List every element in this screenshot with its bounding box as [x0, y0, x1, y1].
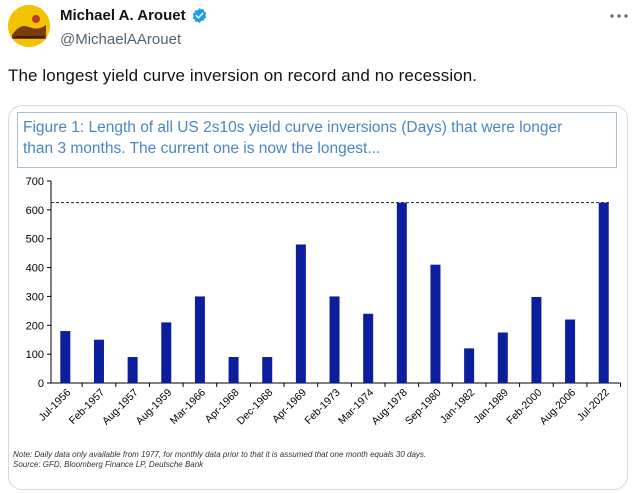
more-options-icon[interactable]: [609, 9, 629, 23]
y-tick-label: 0: [38, 378, 44, 390]
bar: [565, 319, 576, 383]
bar: [93, 339, 104, 383]
chart-note: Note: Daily data only available from 197…: [13, 450, 426, 470]
y-tick-label: 600: [26, 205, 44, 217]
x-tick-label: Jan-1982: [438, 387, 478, 427]
handle[interactable]: @MichaelAArouet: [60, 31, 182, 48]
bar: [396, 202, 407, 383]
bar: [228, 357, 239, 383]
y-tick-label: 100: [26, 349, 44, 361]
figure-title-line-1: Figure 1: Length of all US 2s10s yield c…: [23, 119, 563, 136]
x-tick-label: Dec-1968: [235, 387, 276, 428]
bar-chart: 0100200300400500600700Jul-1956Feb-1957Au…: [26, 176, 622, 428]
y-tick-label: 500: [26, 234, 44, 246]
bar: [127, 357, 138, 383]
bar: [60, 331, 71, 383]
name-line: Michael A. Arouet: [60, 7, 208, 24]
x-tick-label: Jul-2022: [575, 387, 612, 424]
bar: [295, 244, 306, 383]
y-tick-label: 700: [26, 176, 44, 188]
figure-title-line-2: than 3 months. The current one is now th…: [23, 140, 381, 157]
y-tick-label: 200: [26, 320, 44, 332]
y-tick-label: 300: [26, 291, 44, 303]
avatar[interactable]: [8, 5, 50, 47]
verified-badge-icon: [192, 8, 206, 23]
x-tick-label: Sep-1980: [403, 387, 444, 428]
x-tick-label: Feb-1973: [302, 387, 342, 427]
chart-source-line: Source: GFD, Bloomberg Finance LP, Deuts…: [13, 460, 204, 469]
x-tick-label: Aug-2006: [538, 387, 579, 428]
chart-note-line-1: Note: Daily data only available from 197…: [13, 450, 427, 459]
bar: [262, 357, 273, 383]
bar: [363, 313, 374, 383]
bar: [329, 296, 340, 383]
bar: [598, 202, 609, 383]
bar: [194, 296, 205, 383]
bar: [161, 322, 172, 383]
y-tick-label: 400: [26, 263, 44, 275]
tweet-media-image[interactable]: Figure 1: Length of all US 2s10s yield c…: [8, 105, 628, 490]
bar: [497, 332, 508, 383]
x-tick-label: Aug-1959: [134, 387, 175, 428]
bar: [531, 297, 542, 383]
tweet-header: Michael A. Arouet @MichaelAArouet: [0, 0, 635, 60]
bar: [430, 264, 441, 383]
x-tick-label: Mar-1966: [168, 387, 208, 427]
tweet-text: The longest yield curve inversion on rec…: [8, 66, 478, 85]
figure-title: Figure 1: Length of all US 2s10s yield c…: [17, 112, 617, 168]
bar: [464, 348, 475, 383]
display-name[interactable]: Michael A. Arouet: [60, 7, 186, 24]
